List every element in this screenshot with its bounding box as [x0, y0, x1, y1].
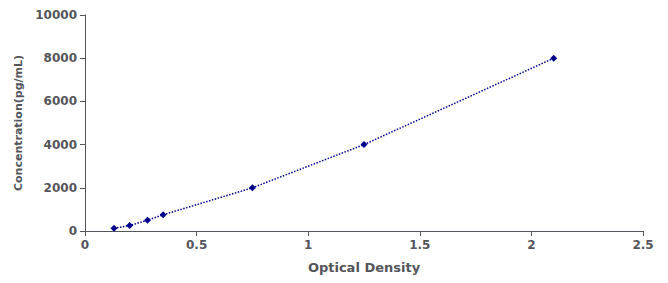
svg-text:0.5: 0.5	[186, 238, 207, 252]
svg-text:Concentration(pg/mL): Concentration(pg/mL)	[12, 55, 25, 191]
svg-text:6000: 6000	[44, 94, 77, 108]
svg-text:2.5: 2.5	[632, 238, 653, 252]
svg-text:1: 1	[304, 238, 312, 252]
svg-text:0: 0	[81, 238, 89, 252]
svg-text:10000: 10000	[35, 8, 77, 22]
svg-text:2: 2	[527, 238, 535, 252]
svg-text:Optical Density: Optical Density	[308, 260, 421, 275]
svg-text:0: 0	[69, 224, 77, 238]
svg-text:2000: 2000	[44, 181, 77, 195]
svg-text:4000: 4000	[44, 138, 77, 152]
svg-text:8000: 8000	[44, 51, 77, 65]
svg-text:1.5: 1.5	[409, 238, 430, 252]
